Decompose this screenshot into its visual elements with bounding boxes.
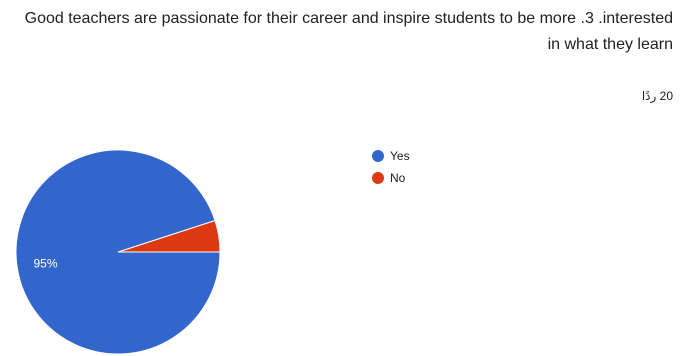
legend-item-no[interactable]: No	[372, 167, 410, 189]
legend-item-yes[interactable]: Yes	[372, 145, 410, 167]
legend-swatch-no	[372, 172, 384, 184]
legend: Yes No	[372, 145, 410, 189]
pie-slice-yes[interactable]	[15, 149, 221, 355]
response-count: 20 ردًا	[641, 89, 673, 103]
legend-label-yes: Yes	[390, 149, 410, 163]
question-title: Good teachers are passionate for their c…	[24, 10, 673, 53]
pie-label-yes: 95%	[33, 257, 57, 271]
legend-swatch-yes	[372, 150, 384, 162]
legend-label-no: No	[390, 171, 406, 185]
